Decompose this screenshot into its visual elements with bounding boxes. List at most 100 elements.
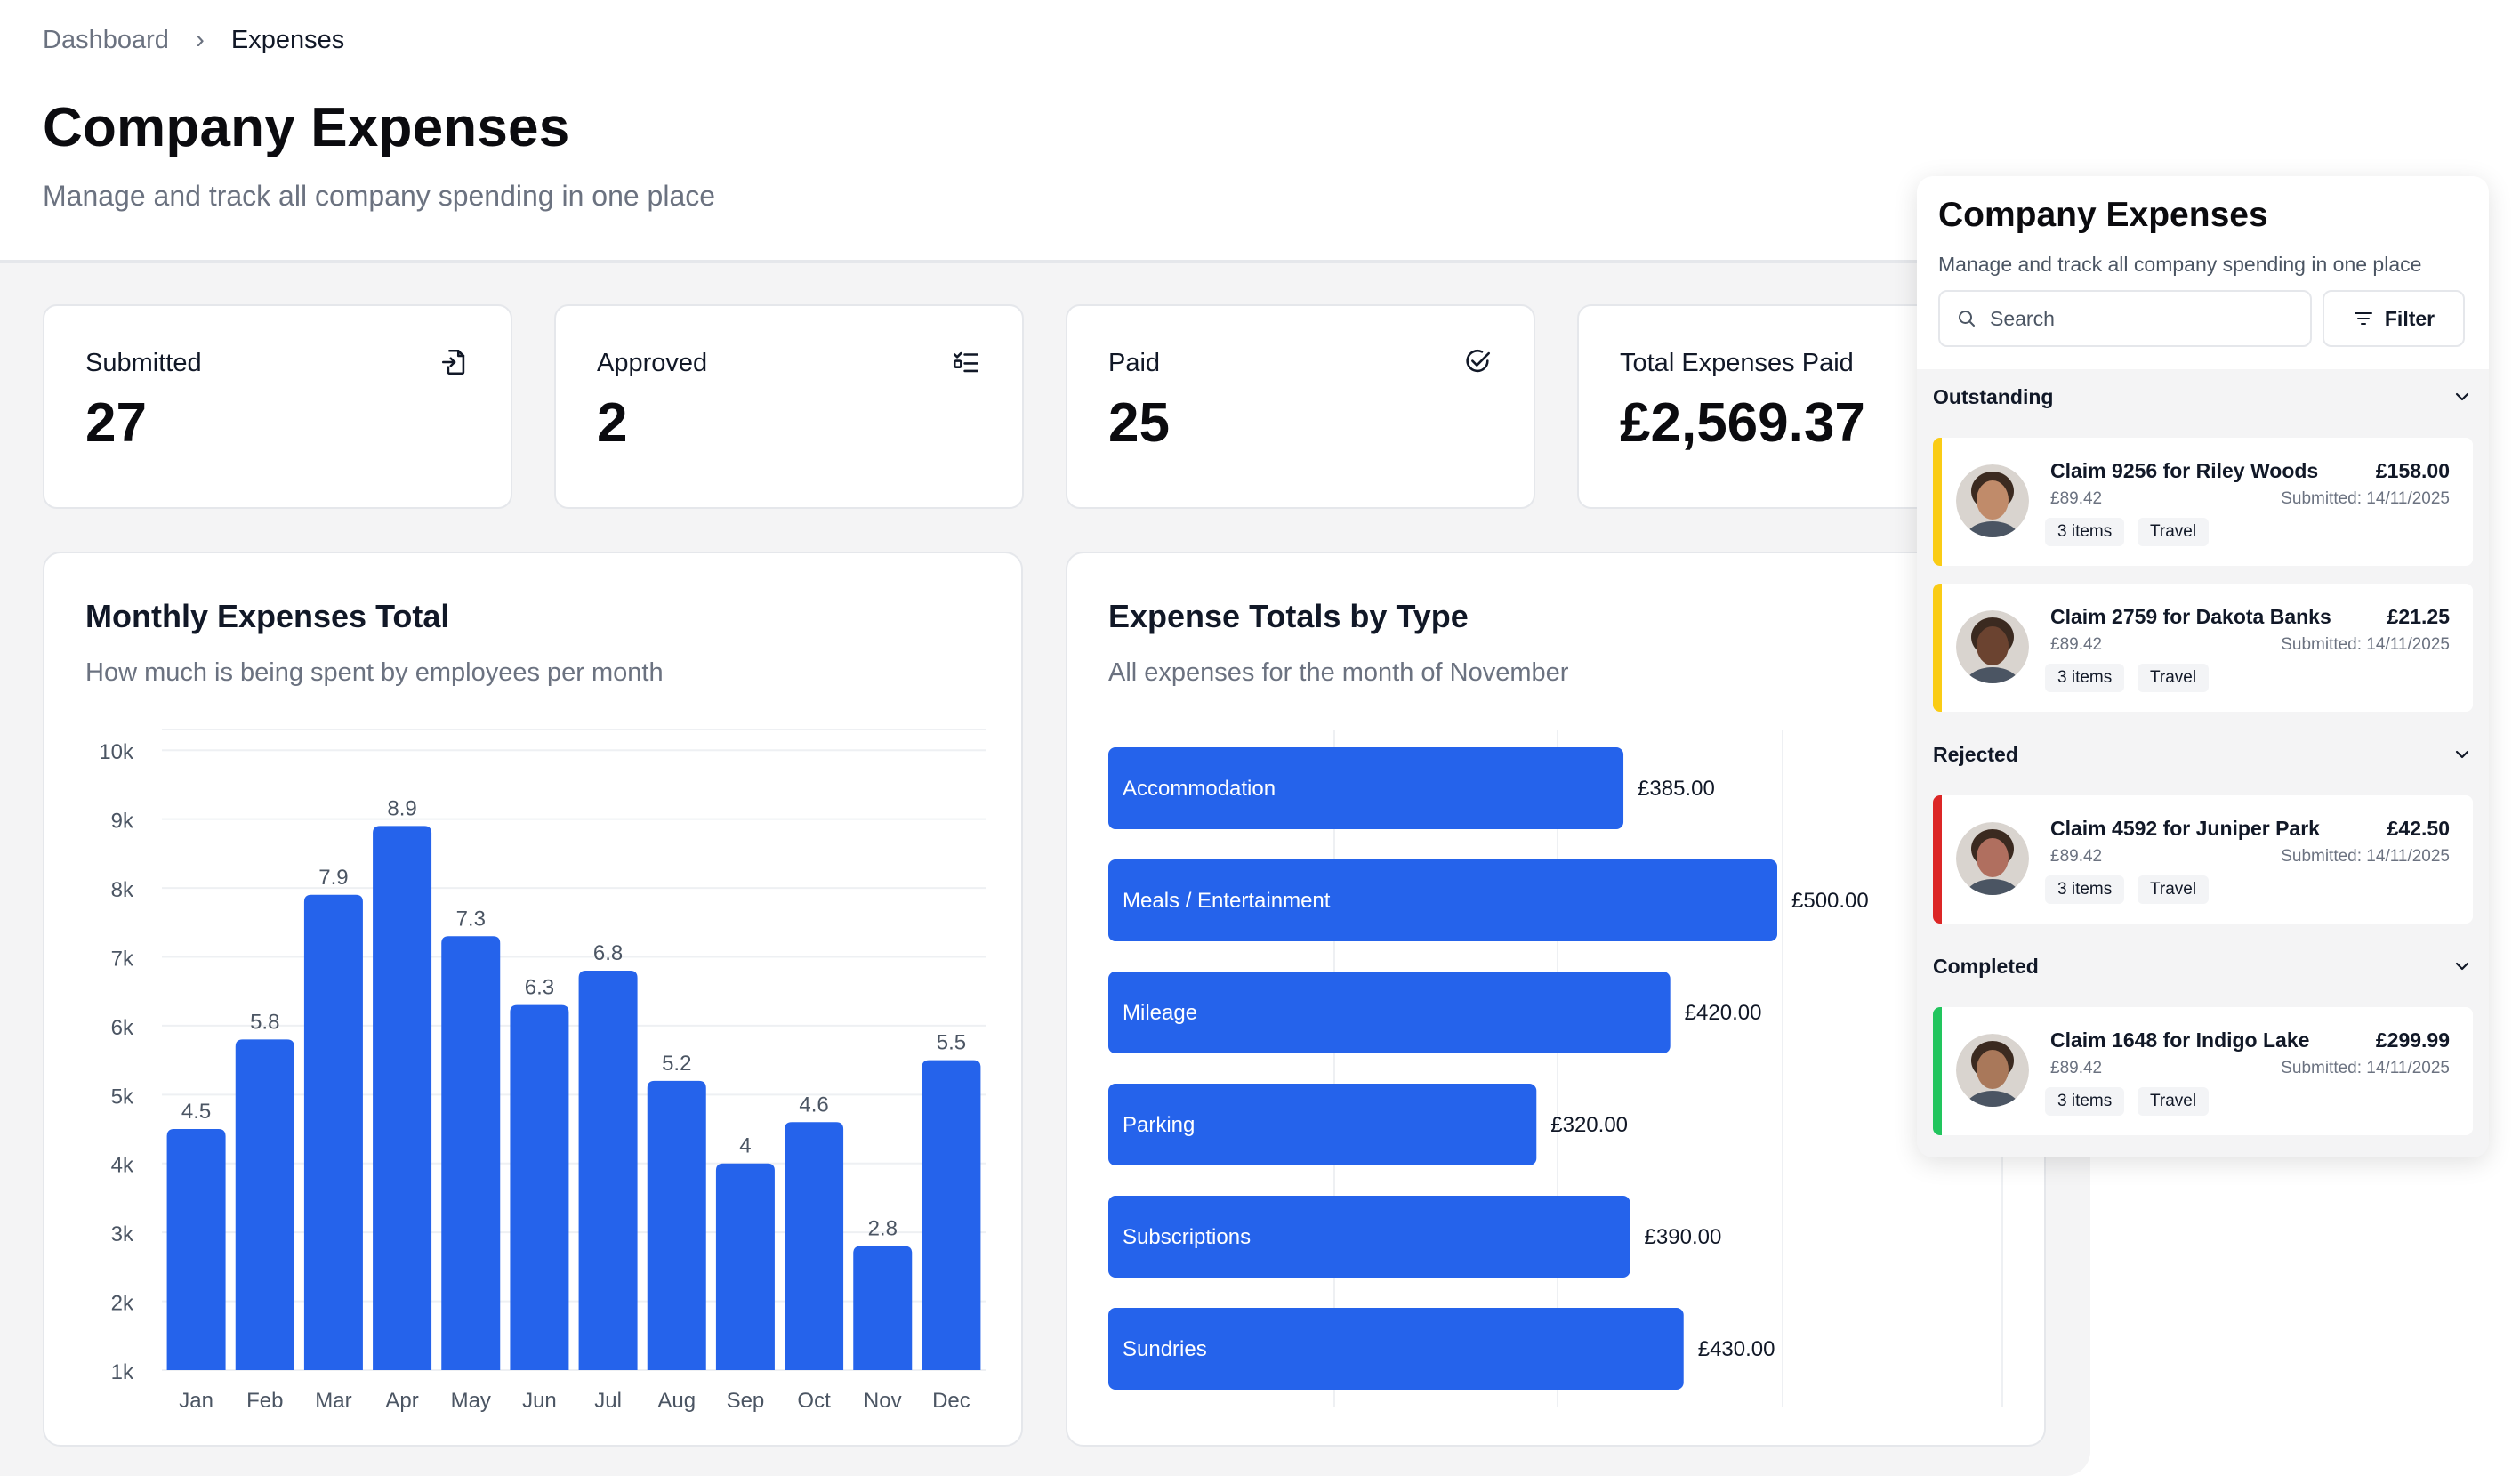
bar-value-label: £500.00 [1791,889,1869,913]
x-tick-label: Feb [246,1389,283,1413]
bar-value-label: 5.8 [250,1010,279,1034]
stat-value: 2 [597,392,628,454]
chart-title: Monthly Expenses Total [85,598,450,634]
check-circle-icon [1466,349,1491,373]
x-tick-label: Apr [385,1389,418,1413]
expense-type-chart-card: Expense Totals by Type All expenses for … [1066,552,2046,1447]
claim-title: Claim 2759 for Dakota Banks [2050,605,2331,628]
stat-card-paid[interactable]: Paid 25 [1066,304,1535,509]
bar-value-label: 4 [739,1134,751,1158]
expense-type-chart: Accommodation £385.00 Meals / Entertainmen… [1108,730,2003,1407]
chart-subtitle: How much is being spent by employees per… [85,658,664,687]
category-label: Sundries [1123,1337,1207,1361]
bar-value-label: 7.3 [456,907,486,931]
claim-subtotal: £89.42 [2050,1059,2103,1077]
claim-amount: £42.50 [2387,817,2450,840]
bar-feb [235,1039,294,1370]
chevron-right-icon: › [195,25,205,54]
bar-value-label: 4.5 [181,1100,211,1124]
y-tick-label: 6k [111,1016,134,1040]
monthly-expenses-chart: 10k 9k 8k 7k 6k 5k 4k 3k 2k 1k 4.5 Jan 5.8 Feb 7.9 Mar 8… [99,729,986,1413]
claim-card[interactable]: Claim 2759 for Dakota Banks £21.25 £89.42 S… [1933,584,2473,712]
stat-card-approved[interactable]: Approved 2 [554,304,1024,509]
monthly-expenses-chart-card: Monthly Expenses Total How much is being… [43,552,1023,1447]
bar-jun [510,1004,569,1370]
y-tick-label: 3k [111,1222,134,1246]
claim-subtotal: £89.42 [2050,489,2103,508]
y-tick-label: 7k [111,947,134,971]
bar-accommodation [1108,747,1624,829]
claim-title: Claim 9256 for Riley Woods [2050,459,2319,482]
claim-subtotal: £89.42 [2050,847,2103,866]
filter-button[interactable]: Filter [2323,290,2465,347]
x-tick-label: May [451,1389,491,1413]
chevron-down-icon[interactable] [2452,744,2473,765]
stat-card-submitted[interactable]: Submitted 27 [43,304,512,509]
x-tick-label: Dec [932,1389,970,1413]
chevron-down-icon[interactable] [2452,956,2473,977]
claim-card[interactable]: Claim 4592 for Juniper Park £42.50 £89.42 S… [1933,795,2473,924]
bar-value-label: 6.8 [593,941,623,965]
category-label: Mileage [1123,1001,1197,1025]
avatar [1956,610,2029,683]
section-header-rejected[interactable]: Rejected [1933,737,2473,772]
bar-value-label: 7.9 [318,866,348,890]
breadcrumb-current: Expenses [230,25,345,54]
y-tick-label: 10k [99,740,134,764]
avatar [1956,822,2029,895]
bar-sundries [1108,1308,1684,1390]
page-title: Company Expenses [43,97,570,158]
side-panel: Company Expenses Manage and track all co… [1917,176,2489,1157]
category-tag: Travel [2138,518,2210,546]
x-tick-label: Mar [315,1389,351,1413]
bar-oct [785,1122,844,1370]
claim-amount: £158.00 [2375,459,2450,482]
stat-value: 27 [85,392,147,454]
section-title: Completed [1933,954,2039,978]
chevron-down-icon[interactable] [2452,386,2473,407]
bar-value-label: 6.3 [525,976,554,1000]
section-header-outstanding[interactable]: Outstanding [1933,379,2473,415]
bar-value-label: £385.00 [1638,777,1715,801]
y-tick-label: 5k [111,1085,134,1109]
bar-value-label: 8.9 [387,796,416,820]
bar-value-label: 2.8 [868,1217,898,1241]
category-tag: Travel [2138,875,2210,904]
submitted-date: Submitted: 14/11/2025 [2281,635,2450,654]
side-panel-title: Company Expenses [1938,196,2268,234]
bar-subscriptions [1108,1196,1630,1278]
checklist-icon [953,351,979,373]
search-input[interactable] [1990,306,2292,331]
chart-title: Expense Totals by Type [1108,598,1469,634]
bar-jul [578,970,638,1370]
category-label: Parking [1123,1113,1195,1137]
y-tick-label: 2k [111,1292,134,1316]
bar-aug [647,1080,706,1370]
avatar [1956,464,2029,537]
bar-nov [853,1246,913,1370]
claim-card[interactable]: Claim 9256 for Riley Woods £158.00 £89.42 S… [1933,438,2473,566]
submitted-date: Submitted: 14/11/2025 [2281,1059,2450,1077]
stat-value: 25 [1108,392,1170,454]
bar-value-label: £430.00 [1698,1337,1775,1361]
x-tick-label: Jun [522,1389,557,1413]
stat-label: Approved [597,349,708,377]
x-tick-label: Jan [179,1389,213,1413]
y-tick-label: 1k [111,1360,134,1384]
stat-label: Total Expenses Paid [1620,349,1854,377]
items-count-tag: 3 items [2045,664,2125,692]
search-field[interactable] [1938,290,2312,347]
section-header-completed[interactable]: Completed [1933,948,2473,984]
claim-title: Claim 4592 for Juniper Park [2050,817,2320,840]
file-import-icon [441,349,465,375]
submitted-date: Submitted: 14/11/2025 [2281,489,2450,508]
status-bar [1933,438,1942,566]
breadcrumb-dashboard-link[interactable]: Dashboard [43,25,169,54]
bar-apr [373,826,432,1370]
section-title: Outstanding [1933,384,2054,408]
y-tick-label: 4k [111,1154,134,1178]
claim-card[interactable]: Claim 1648 for Indigo Lake £299.99 £89.42 S… [1933,1007,2473,1135]
x-tick-label: Aug [657,1389,696,1413]
items-count-tag: 3 items [2045,1087,2125,1116]
claim-amount: £299.99 [2375,1028,2450,1052]
